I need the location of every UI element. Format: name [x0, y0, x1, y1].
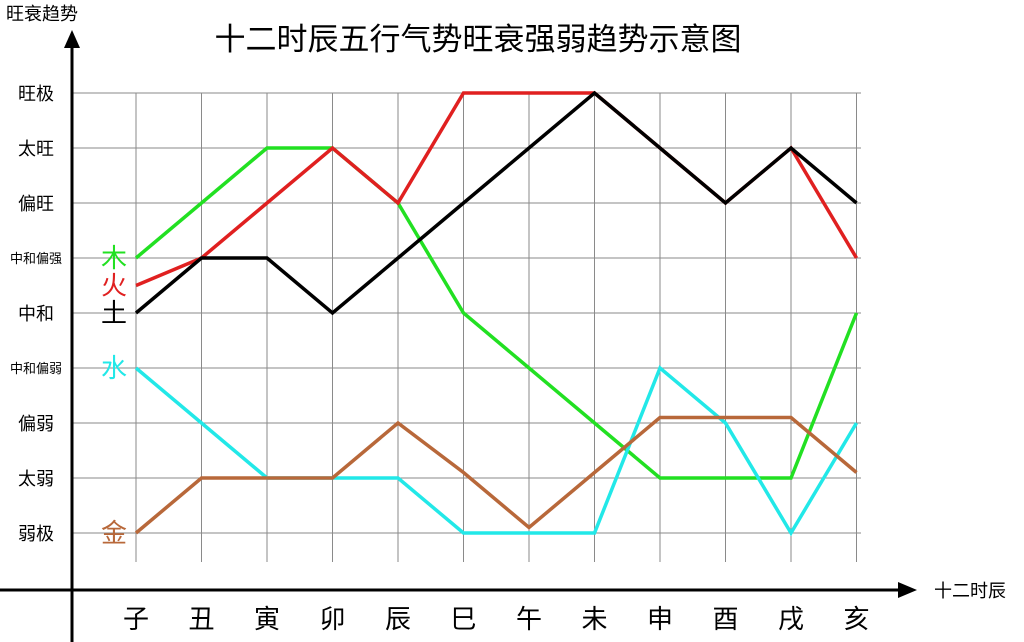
x-tick-label: 未 [581, 605, 607, 635]
x-tick-label: 午 [516, 605, 542, 635]
x-axis-arrow [898, 582, 917, 598]
y-tick-label: 太旺 [18, 139, 54, 160]
series-line [134, 146, 859, 480]
y-tick-label: 偏旺 [18, 194, 54, 215]
series-line [134, 365, 859, 537]
x-tick-label: 亥 [843, 605, 869, 635]
x-tick-label: 卯 [319, 605, 345, 635]
legend-label: 木 [101, 244, 127, 274]
y-tick-label: 旺极 [18, 84, 54, 105]
chart-title: 十二时辰五行气势旺衰强弱趋势示意图 [215, 22, 742, 58]
series-line [134, 90, 858, 316]
y-tick-label: 中和偏弱 [10, 362, 62, 377]
y-tick-label: 太弱 [18, 469, 54, 490]
legend-label: 火 [101, 272, 127, 302]
x-tick-label: 酉 [712, 605, 738, 635]
x-tick-label: 戌 [778, 605, 804, 635]
x-tick-label: 申 [647, 605, 673, 635]
x-tick-label: 寅 [254, 605, 280, 635]
axes [0, 30, 917, 642]
y-tick-label: 中和偏强 [10, 252, 62, 267]
legend-label: 水 [101, 354, 127, 384]
x-tick-label: 子 [123, 605, 149, 635]
y-tick-label: 偏弱 [18, 414, 54, 435]
legend-label: 金 [101, 519, 127, 549]
y-tick-label: 弱极 [18, 524, 54, 545]
series-lines [134, 90, 859, 537]
tick-labels: 子 丑 寅 卯 辰 巳 午 未 申 酉 戌 亥 弱极 太弱 偏弱 中和偏弱 中和 中和偏强 偏旺 太旺 旺极 [10, 84, 870, 635]
y-tick-label: 中和 [18, 304, 54, 325]
x-axis-label: 十二时辰 [934, 581, 1006, 602]
series-line [134, 415, 858, 535]
x-tick-label: 丑 [188, 605, 214, 635]
y-axis-label: 旺衰趋势 [6, 4, 78, 25]
legend-label: 土 [101, 299, 127, 329]
x-tick-label: 巳 [450, 605, 476, 635]
y-axis-arrow [64, 30, 80, 48]
x-tick-label: 辰 [385, 605, 411, 635]
grid [72, 92, 861, 562]
